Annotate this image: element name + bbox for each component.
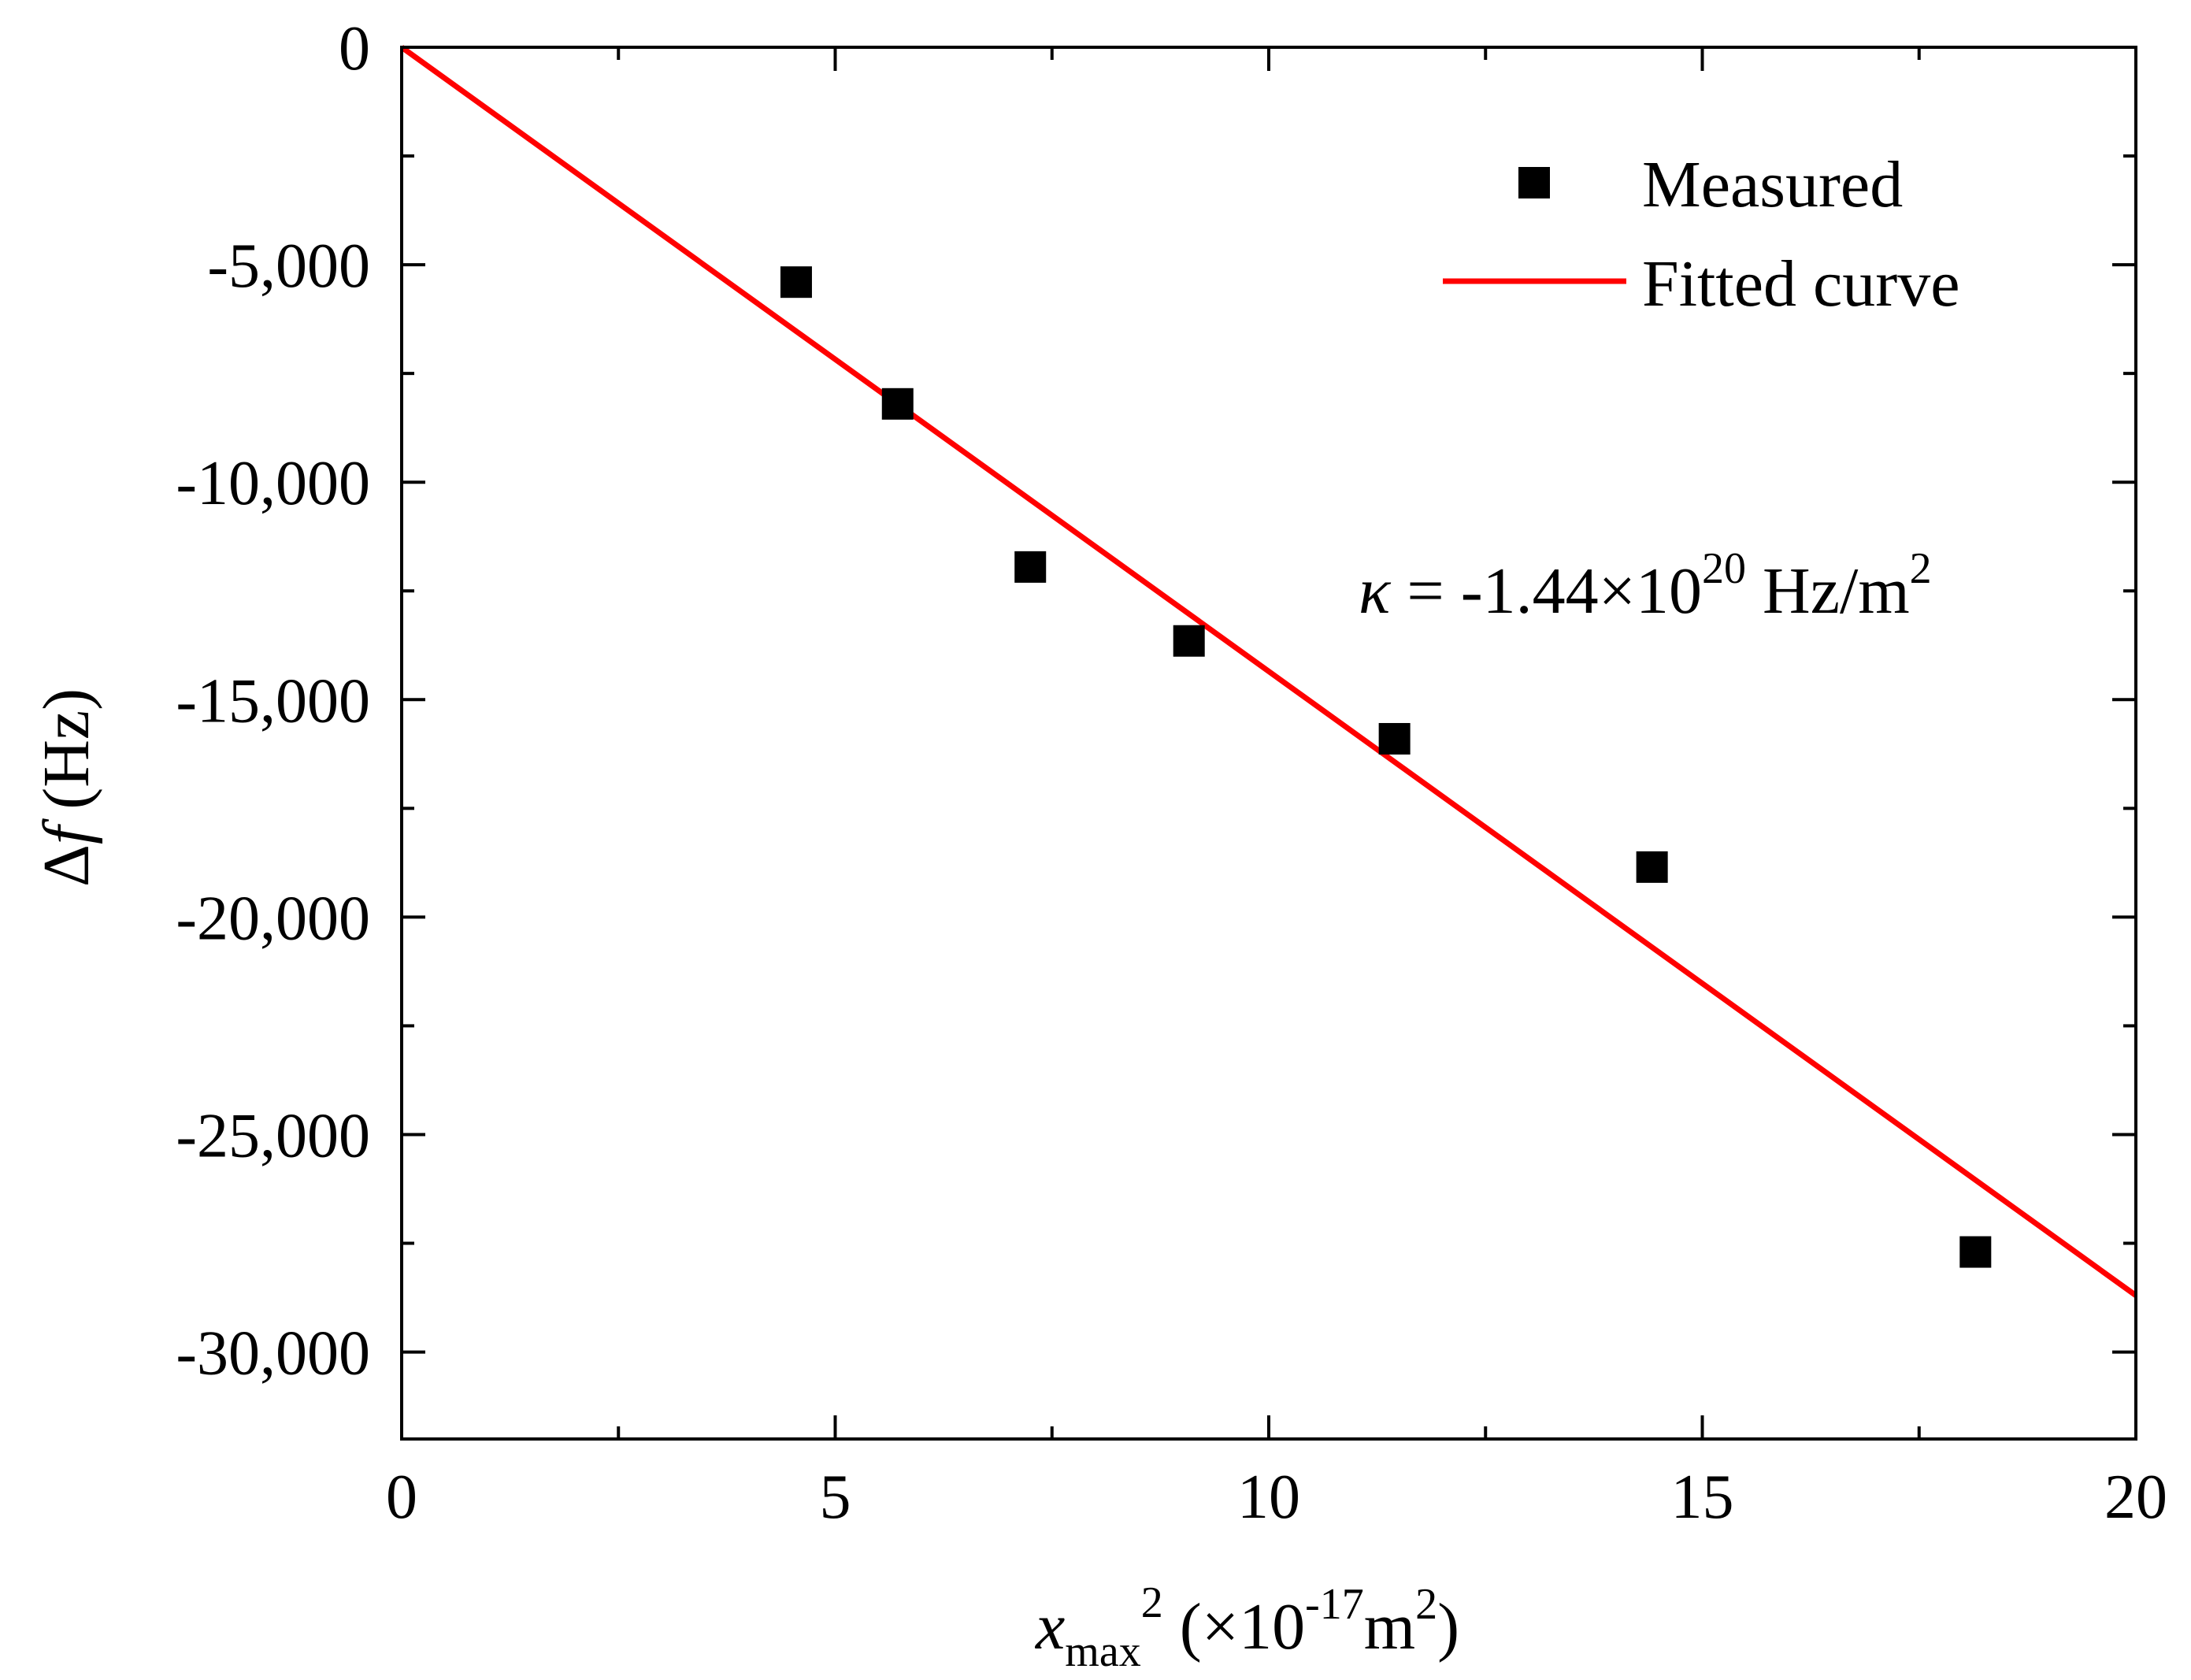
y-tick-label: -30,000 — [176, 1319, 370, 1389]
y-tick-label: -10,000 — [176, 449, 370, 518]
x-axis-var: x — [1034, 1590, 1065, 1663]
x-axis-subscript: max — [1065, 1627, 1140, 1676]
plot-marks — [399, 45, 2138, 1298]
x-axis-title: xmax2 (×10-17m2) — [1034, 1578, 1459, 1676]
y-tick-label: -15,000 — [176, 666, 370, 736]
measured-point — [1636, 851, 1668, 883]
legend-measured-marker — [1518, 167, 1550, 198]
y-tick-label: -5,000 — [207, 232, 370, 301]
x-tick-label: 0 — [386, 1463, 417, 1532]
y-tick-label: 0 — [339, 14, 370, 83]
x-axis-power: 2 — [1141, 1578, 1163, 1627]
x-axis-unit-exp: -17 — [1305, 1580, 1364, 1629]
x-axis-unit-open: (×10 — [1163, 1590, 1305, 1663]
measured-point — [780, 266, 812, 299]
measured-point — [1959, 1236, 1992, 1268]
kappa-symbol: κ — [1359, 554, 1392, 628]
legend: Measured Fitted curve — [1443, 148, 1960, 321]
y-axis-unit: (Hz) — [30, 688, 103, 826]
kappa-annotation: κ = -1.44×1020 Hz/m2 — [1359, 544, 1932, 628]
legend-fitted-label: Fitted curve — [1642, 247, 1960, 321]
y-tick-label: -20,000 — [176, 884, 370, 953]
measured-point — [881, 388, 914, 420]
x-axis-unit-mid: m — [1364, 1590, 1415, 1663]
x-axis-unit-close: ) — [1437, 1590, 1459, 1663]
kappa-unit: Hz/m — [1746, 554, 1910, 628]
x-tick-label: 5 — [820, 1463, 851, 1532]
x-tick-label: 10 — [1237, 1463, 1300, 1532]
y-axis-delta: Δ — [30, 844, 103, 887]
measured-point — [1378, 722, 1411, 755]
legend-measured-label: Measured — [1642, 148, 1903, 221]
x-axis-unit-exp2: 2 — [1415, 1580, 1437, 1629]
measured-point — [1014, 551, 1047, 583]
fitted-curve-line — [399, 45, 2138, 1298]
y-axis-title: Δf (Hz) — [30, 688, 103, 887]
measured-point — [1173, 625, 1205, 657]
x-tick-label: 15 — [1671, 1463, 1734, 1532]
x-tick-label: 20 — [2104, 1463, 2167, 1532]
ticks: 0 5 10 15 20 0 -5,000 -10,000 -15,000 -20,000 -25,… — [176, 14, 2167, 1532]
kappa-text: = -1.44×10 — [1390, 554, 1702, 628]
kappa-exponent: 20 — [1702, 544, 1746, 593]
kappa-unit-exponent: 2 — [1910, 544, 1932, 593]
y-tick-label: -25,000 — [176, 1101, 370, 1170]
